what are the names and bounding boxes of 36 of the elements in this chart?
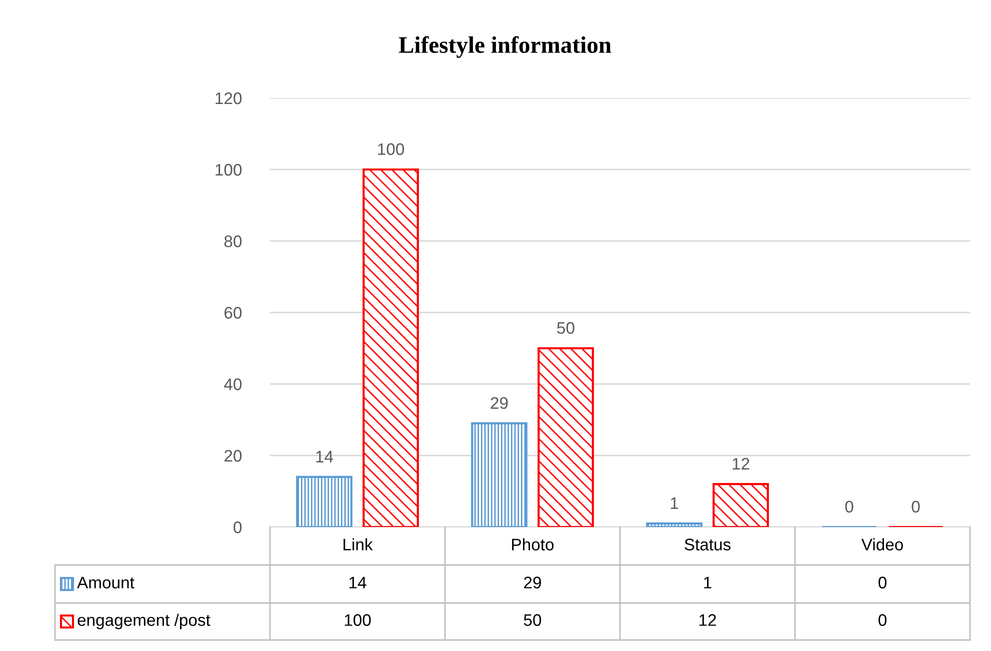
- chart-title: Lifestyle information: [398, 36, 612, 58]
- bar: [362, 168, 419, 527]
- y-tick-label: 80: [224, 235, 242, 248]
- y-tick-label: 0: [234, 521, 242, 534]
- data-label: 0: [878, 576, 886, 588]
- x-tick-label: Photo: [512, 538, 554, 550]
- annotation: 0: [845, 500, 854, 513]
- y-tick-label: 40: [224, 378, 242, 390]
- y-tick-label: 100: [216, 164, 242, 176]
- bar: [296, 476, 352, 527]
- data-label: 0: [878, 614, 886, 626]
- bar: [471, 422, 528, 527]
- bar: [646, 522, 702, 527]
- y-tick-label: 20: [224, 450, 242, 462]
- x-tick-label: Link: [344, 538, 373, 550]
- annotation: 14: [316, 450, 334, 462]
- data-label: 29: [524, 576, 541, 588]
- y-tick-label: 60: [224, 306, 242, 319]
- annotation: 100: [378, 143, 404, 156]
- data-label: 1: [704, 576, 712, 588]
- data-label: 14: [350, 576, 366, 588]
- legend-label: Amount: [77, 576, 134, 588]
- annotation: 1: [670, 497, 678, 509]
- annotation: 29: [490, 397, 508, 409]
- data-label: 100: [344, 614, 371, 626]
- legend-label: engagement /post: [78, 614, 210, 630]
- data-label: 50: [524, 614, 542, 626]
- bar: [712, 483, 769, 527]
- annotation: 50: [557, 322, 574, 334]
- annotation: 0: [912, 500, 920, 513]
- x-tick-label: Video: [861, 538, 903, 550]
- y-tick-label: 120: [216, 92, 242, 104]
- bar: [538, 347, 594, 527]
- data-label: 12: [700, 614, 716, 626]
- x-tick-label: Status: [684, 538, 731, 550]
- annotation: 12: [732, 458, 750, 470]
